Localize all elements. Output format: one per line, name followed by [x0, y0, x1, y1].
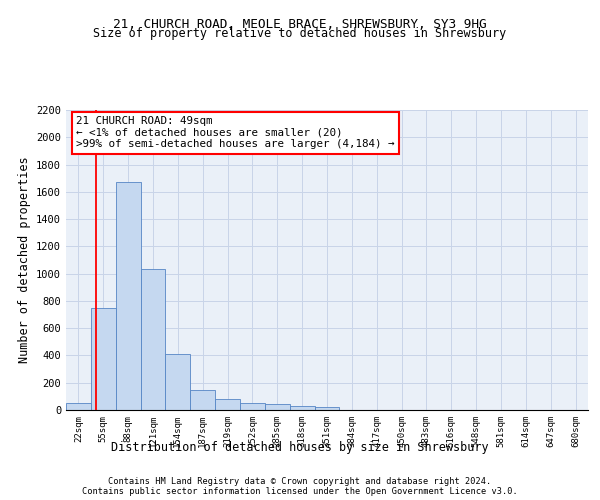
Bar: [215, 399, 240, 410]
Y-axis label: Number of detached properties: Number of detached properties: [17, 156, 31, 364]
Bar: [116, 182, 140, 410]
Text: Contains HM Land Registry data © Crown copyright and database right 2024.: Contains HM Land Registry data © Crown c…: [109, 476, 491, 486]
Text: Distribution of detached houses by size in Shrewsbury: Distribution of detached houses by size …: [111, 441, 489, 454]
Bar: [314, 408, 340, 410]
Text: Contains public sector information licensed under the Open Government Licence v3: Contains public sector information licen…: [82, 486, 518, 496]
Bar: [290, 406, 314, 410]
Bar: [166, 354, 190, 410]
Bar: [140, 269, 166, 410]
Bar: [190, 390, 215, 410]
Bar: [66, 403, 91, 410]
Text: Size of property relative to detached houses in Shrewsbury: Size of property relative to detached ho…: [94, 28, 506, 40]
Text: 21, CHURCH ROAD, MEOLE BRACE, SHREWSBURY, SY3 9HG: 21, CHURCH ROAD, MEOLE BRACE, SHREWSBURY…: [113, 18, 487, 30]
Bar: [265, 404, 290, 410]
Text: 21 CHURCH ROAD: 49sqm
← <1% of detached houses are smaller (20)
>99% of semi-det: 21 CHURCH ROAD: 49sqm ← <1% of detached …: [76, 116, 395, 149]
Bar: [240, 404, 265, 410]
Bar: [91, 308, 116, 410]
